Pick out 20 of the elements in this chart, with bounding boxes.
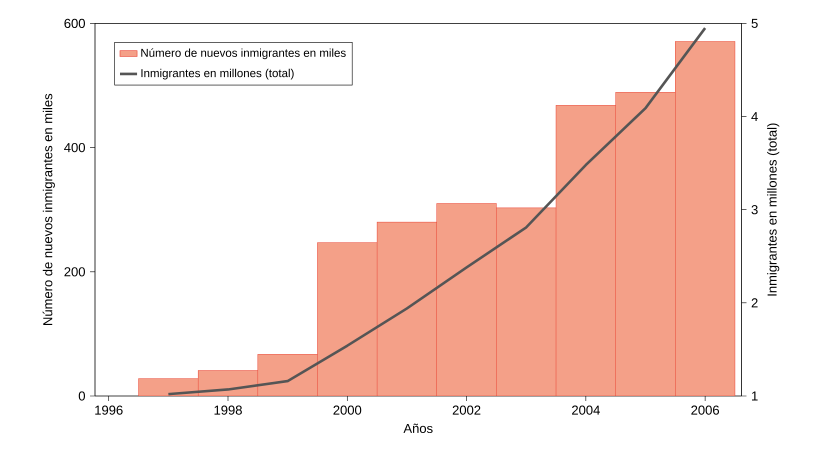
legend-label: Número de nuevos inmigrantes en miles	[141, 48, 346, 60]
x-tick-label: 2006	[691, 406, 720, 415]
x-tick-label: 2004	[572, 406, 600, 415]
y2-tick-label: 1	[752, 392, 758, 400]
x-tick-label: 1996	[95, 406, 123, 415]
x-tick-label: 2002	[452, 406, 480, 415]
x-tick-label: 2000	[333, 406, 362, 415]
y2-tick-label: 3	[752, 205, 758, 214]
y-tick-label: 400	[64, 142, 85, 152]
x-tick-label: 1998	[214, 406, 242, 415]
y-tick-label: 200	[64, 267, 85, 276]
y2-axis-title: Inmigrantes en millones (total)	[767, 123, 780, 296]
y-tick-label: 600	[64, 18, 85, 28]
y-tick-label: 0	[78, 391, 85, 401]
y2-tick-label: 4	[751, 112, 758, 122]
x-axis-title: Años	[403, 424, 433, 434]
legend-label: Inmigrantes en millones (total)	[141, 68, 294, 80]
y2-tick-label: 2	[752, 298, 758, 308]
y2-tick-label: 5	[752, 18, 758, 28]
y-axis-title: Número de nuevos inmigrantes en miles	[42, 94, 55, 325]
